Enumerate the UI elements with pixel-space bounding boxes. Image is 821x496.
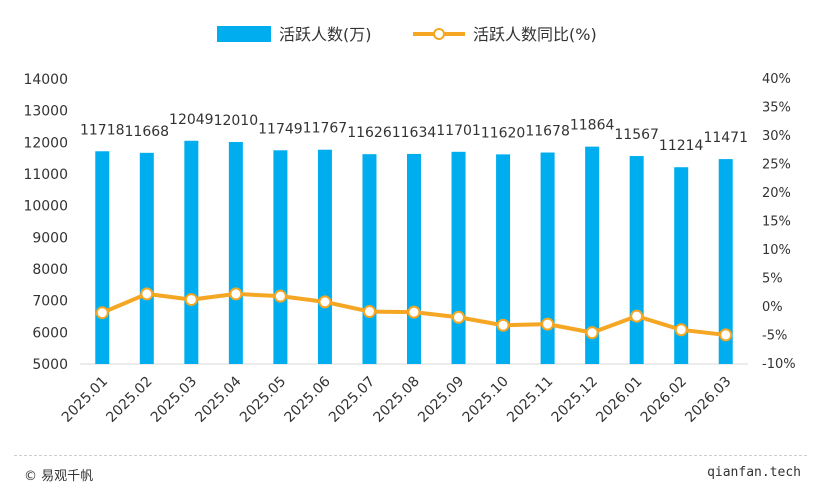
bar [95,151,110,364]
right-tick-label: 5% [762,272,783,287]
bar [585,146,600,364]
right-tick-label: 0% [762,300,783,315]
line-point [452,310,466,324]
bar-value-label: 11749 [258,121,303,137]
legend: 活跃人数(万) 活跃人数同比(%) [217,25,597,44]
bar-value-label: 11718 [80,122,125,138]
x-tick-label: 2025.07 [326,374,378,426]
x-tick-label: 2026.03 [682,374,734,426]
line-point [674,323,688,337]
bar-value-label: 11471 [703,130,748,146]
right-tick-label: 40% [762,72,791,87]
right-tick-label: -5% [762,329,787,344]
line-point [585,326,599,340]
bar-value-label: 11634 [392,125,437,141]
line-point [362,305,376,319]
bar-value-label: 11701 [436,123,481,139]
legend-bar-label: 活跃人数(万) [279,25,372,44]
bar-value-label: 11626 [347,125,392,141]
line-point [496,318,510,332]
x-tick-label: 2025.09 [415,374,467,426]
bar [273,150,288,364]
x-tick-label: 2025.08 [371,374,423,426]
left-tick-label: 8000 [32,262,68,278]
right-tick-label: 15% [762,215,791,230]
bar-value-label: 12049 [169,112,214,128]
line-point [95,306,109,320]
x-axis: 2025.012025.022025.032025.042025.052025.… [59,363,748,426]
bar-value-label: 11620 [481,125,526,141]
left-tick-label: 12000 [23,135,68,151]
line-point [318,295,332,309]
line-point [229,287,243,301]
left-tick-label: 9000 [32,230,68,246]
x-tick-label: 2025.12 [549,374,601,426]
x-tick-label: 2025.05 [237,374,289,426]
bar [317,149,332,364]
right-tick-label: 10% [762,243,791,258]
line-series [95,287,733,342]
legend-line-label: 活跃人数同比(%) [473,25,597,44]
x-tick-label: 2025.03 [148,374,200,426]
x-tick-label: 2025.10 [460,374,512,426]
line-point [719,328,733,342]
bar [228,142,243,364]
bar [407,153,421,364]
line-point [541,317,555,331]
left-y-axis: 5000 6000 7000 8000 9000 10000 11000 12000 13000… [23,72,68,373]
left-tick-label: 13000 [23,104,68,120]
bar [540,152,555,364]
left-tick-label: 14000 [23,72,68,88]
left-tick-label: 7000 [32,294,68,310]
right-tick-label: 35% [762,101,791,116]
x-tick-label: 2025.01 [59,374,111,426]
bar [451,151,466,364]
legend-bar-swatch [217,26,271,42]
legend-line-marker [433,28,445,40]
x-tick-label: 2026.02 [638,374,690,426]
line-point [184,293,198,307]
right-tick-label: -10% [762,357,796,372]
left-tick-label: 6000 [32,325,68,341]
bar-value-label: 11668 [125,124,170,140]
footer-divider [14,455,807,456]
x-tick-label: 2025.06 [282,373,334,425]
bar-value-label: 11567 [614,127,659,143]
x-tick-label: 2025.02 [103,374,155,426]
x-tick-label: 2025.04 [192,373,244,425]
bar-value-label: 11214 [659,138,704,154]
right-tick-label: 25% [762,158,791,173]
line-point [140,287,154,301]
bar [674,167,689,364]
left-tick-label: 11000 [23,167,68,183]
bar-value-label: 11678 [525,124,570,140]
bar [629,156,644,364]
bar [139,152,154,364]
bar-value-label: 11864 [570,118,615,134]
bar-series [95,140,733,364]
footer-copyright: © 易观千帆 [24,469,94,484]
bar-value-label: 11767 [303,121,348,137]
bar-value-label: 12010 [214,113,259,129]
right-y-axis: -10% -5% 0% 5% 10% 15% 20% 25% 30% 35% 40% [762,72,796,372]
bar [362,154,377,364]
footer-source: qianfan.tech [707,465,801,480]
left-tick-label: 5000 [32,357,68,373]
right-tick-label: 20% [762,186,791,201]
bar [184,140,199,364]
x-tick-label: 2025.11 [504,374,556,426]
line-point [407,305,421,319]
bar [496,154,511,364]
bar [718,159,733,364]
right-tick-label: 30% [762,129,791,144]
left-tick-label: 10000 [23,199,68,215]
line-point [630,309,644,323]
line-point [273,289,287,303]
x-tick-label: 2026.01 [593,374,645,426]
